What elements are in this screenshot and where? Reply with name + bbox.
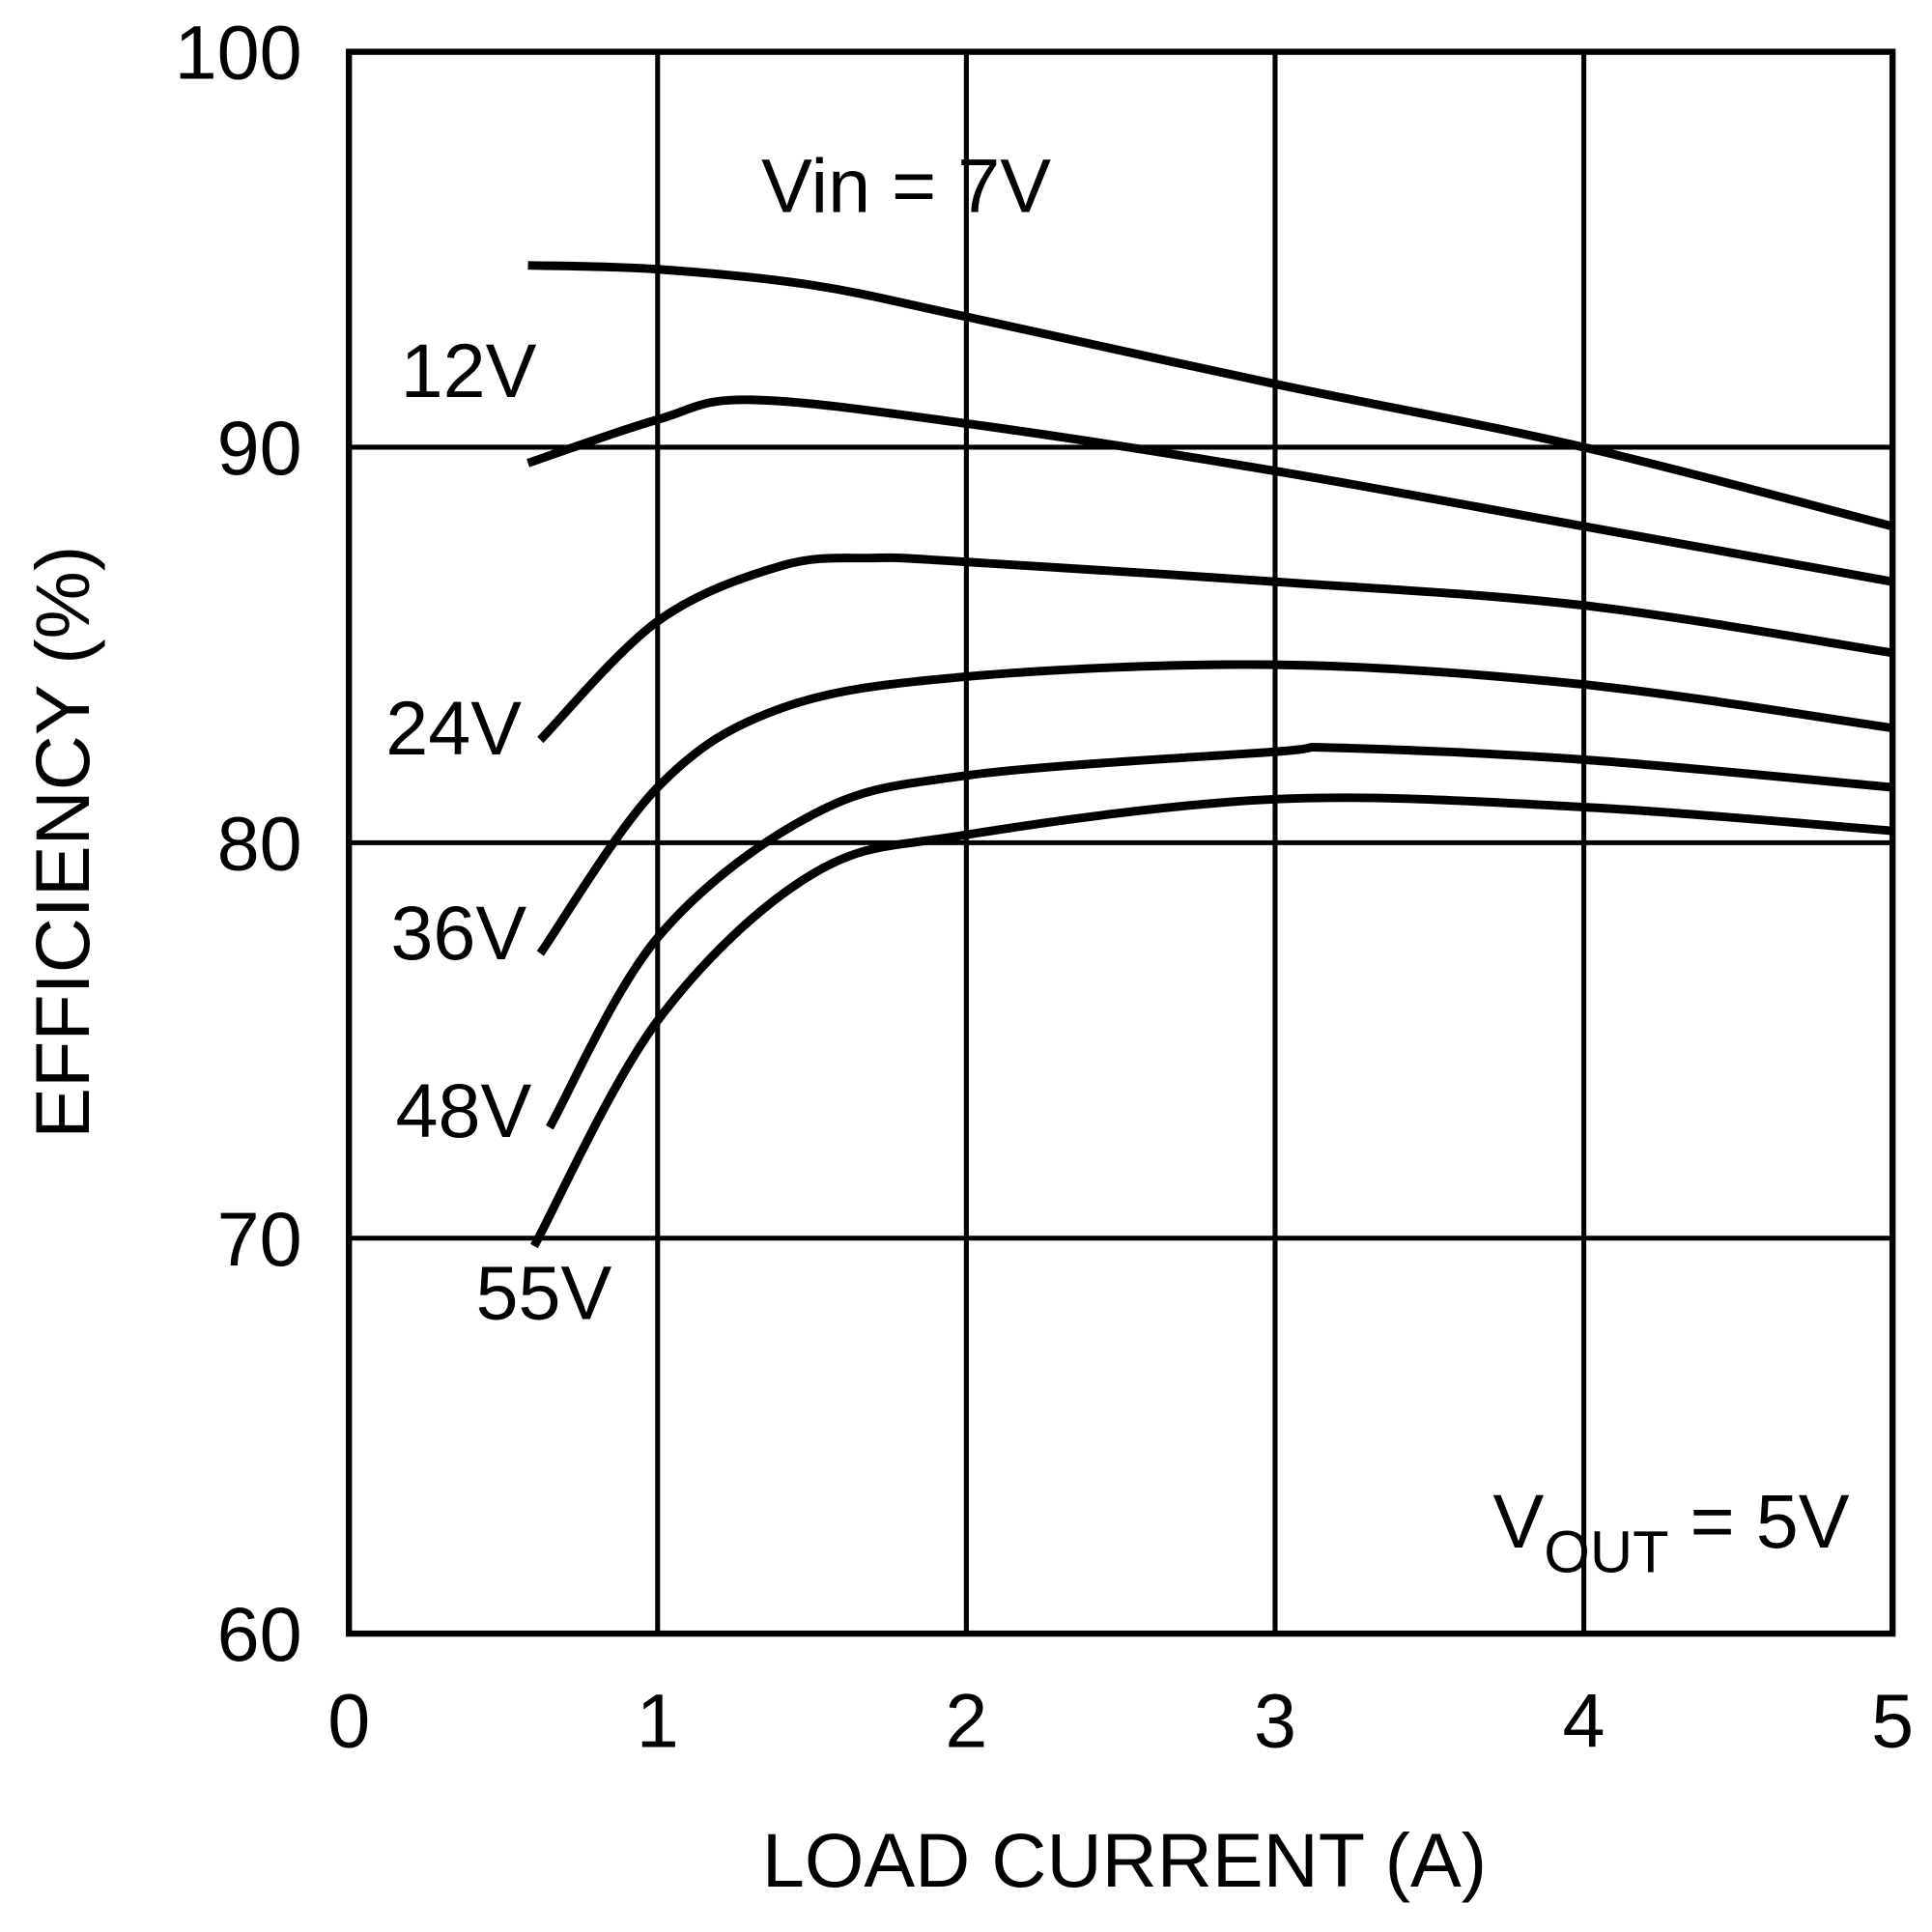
series-label: Vin = 7V — [761, 143, 1051, 229]
grid — [349, 51, 1893, 1634]
y-tick-label: 70 — [217, 1196, 302, 1282]
tick-labels: 0 1 2 3 4 5 60 70 80 90 100 — [175, 10, 1914, 1764]
vout-sub: OUT — [1544, 1519, 1668, 1584]
x-axis-label: LOAD CURRENT (A) — [762, 1817, 1487, 1903]
y-tick-label: 60 — [217, 1591, 302, 1677]
x-tick-label: 0 — [327, 1678, 370, 1764]
vout-main: V — [1492, 1478, 1544, 1564]
series-labels: Vin = 7V 12V 24V 36V 48V 55V — [385, 143, 1051, 1336]
series-line-55v — [530, 793, 1893, 1249]
y-tick-label: 100 — [175, 10, 302, 96]
series-line-12v — [526, 395, 1893, 586]
y-tick-label: 90 — [217, 405, 302, 491]
series-label: 12V — [401, 327, 537, 413]
x-tick-label: 5 — [1871, 1678, 1914, 1764]
x-tick-label: 2 — [945, 1678, 987, 1764]
y-axis-label: EFFICIENCY (%) — [19, 546, 105, 1139]
vout-annotation: VOUT = 5V — [1492, 1478, 1849, 1585]
x-tick-label: 4 — [1563, 1678, 1605, 1764]
y-tick-label: 80 — [217, 800, 302, 886]
series-label: 55V — [475, 1250, 611, 1336]
series-label: 24V — [385, 685, 522, 771]
series-label: 48V — [395, 1067, 531, 1153]
series-line-vin-7v — [527, 261, 1894, 531]
plot-frame — [346, 48, 1896, 1637]
series-line-24v — [537, 553, 1893, 744]
curves — [526, 261, 1894, 1249]
x-tick-label: 1 — [637, 1678, 679, 1764]
x-tick-label: 3 — [1254, 1678, 1296, 1764]
series-label: 36V — [390, 890, 526, 976]
vout-rest: = 5V — [1669, 1478, 1850, 1564]
series-line-48v — [546, 743, 1893, 1130]
series-line-36v — [536, 660, 1893, 956]
